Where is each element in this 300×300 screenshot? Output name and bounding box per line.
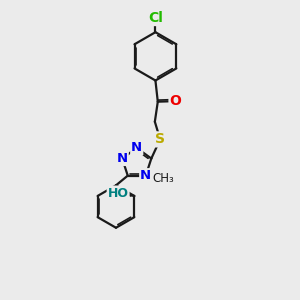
Text: CH₃: CH₃ (152, 172, 174, 185)
Text: N: N (131, 141, 142, 154)
Text: S: S (155, 132, 165, 146)
Text: N: N (117, 152, 128, 165)
Text: O: O (169, 94, 181, 108)
Text: Cl: Cl (148, 11, 163, 25)
Text: HO: HO (108, 187, 129, 200)
Text: N: N (140, 169, 151, 182)
